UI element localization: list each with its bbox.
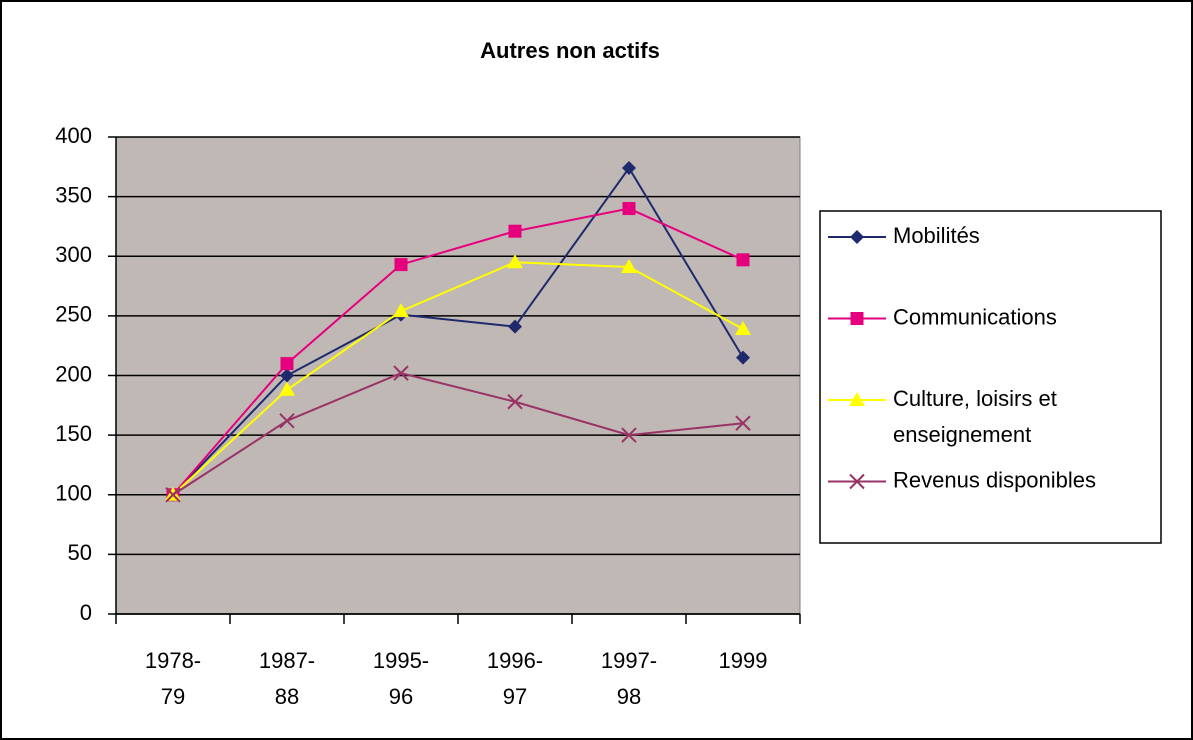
legend-label: Revenus disponibles [893,467,1096,492]
x-tick-label: 1996-97 [487,648,543,709]
y-tick-label: 250 [55,302,92,327]
legend-label: Culture, loisirs et enseignement [893,386,1063,447]
marker [621,427,637,443]
y-tick-label: 0 [80,600,92,625]
marker [279,413,295,429]
marker [394,258,408,272]
marker [850,230,864,244]
marker [850,312,864,325]
legend [819,210,1162,544]
x-tick-label: 1995-96 [373,648,429,709]
marker [735,415,751,431]
marker [508,224,522,238]
marker [507,254,523,269]
marker [735,320,751,335]
marker [280,357,294,371]
marker [508,319,522,334]
x-tick-label: 1978-79 [145,648,201,709]
y-tick-label: 350 [55,182,92,207]
series-line [172,261,744,496]
x-tick-label: 1997-98 [601,648,657,709]
chart-title: Autres non actifs [480,38,660,63]
marker [279,381,295,396]
marker [393,365,409,381]
legend-label: Communications [893,304,1057,329]
marker [622,161,636,176]
series-line [172,372,744,496]
y-tick-label: 400 [55,123,92,148]
series [165,365,751,503]
marker [393,303,409,318]
series-line [172,207,744,496]
marker [849,473,865,490]
marker [736,350,750,365]
y-tick-label: 100 [55,481,92,506]
y-tick-label: 200 [55,361,92,386]
series-line [172,166,744,496]
marker [621,258,637,273]
y-tick-label: 300 [55,242,92,267]
y-tick-label: 50 [68,540,92,565]
marker [849,392,865,406]
marker [736,253,750,267]
x-tick-label: 1987-88 [259,648,315,709]
marker [165,487,181,503]
legend-label: Mobilités [893,223,980,248]
marker [622,202,636,216]
marker [280,368,294,383]
y-tick-label: 150 [55,421,92,446]
x-tick-label: 1999 [719,648,768,673]
marker [507,394,523,410]
